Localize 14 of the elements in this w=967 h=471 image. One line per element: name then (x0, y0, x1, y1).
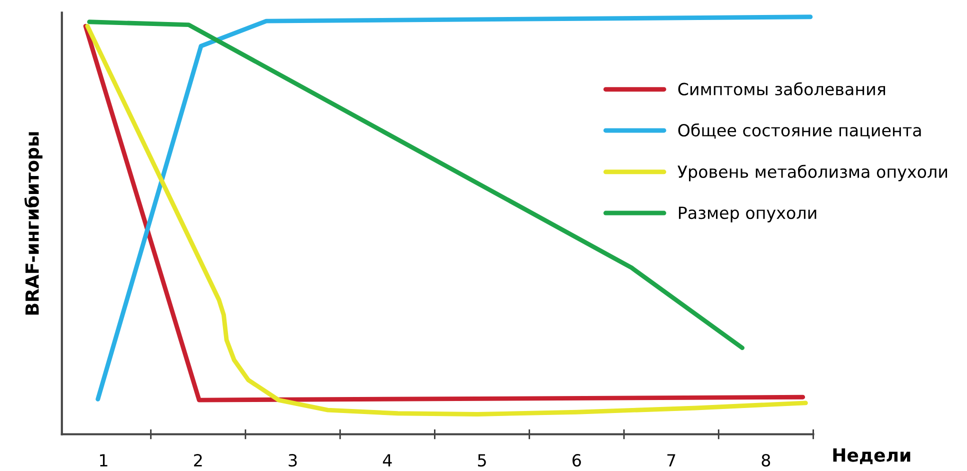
x-tick-label: 7 (667, 454, 676, 466)
y-axis-title: BRAF-ингибиторы (24, 132, 42, 315)
legend-label: Общее состояние пациента (678, 123, 921, 139)
x-axis-title: Недели (833, 448, 910, 464)
legend-label: Размер опухоли (678, 206, 816, 222)
x-tick-label: 6 (572, 454, 581, 467)
legend-label: Симптомы заболевания (678, 82, 886, 96)
x-tick-label: 1 (100, 454, 108, 466)
x-tick-label: 8 (762, 454, 770, 467)
x-tick-label: 2 (194, 454, 202, 466)
x-tick-label: 4 (382, 454, 392, 466)
legend-label: Уровень метаболизма опухоли (678, 164, 947, 182)
x-tick-label: 3 (288, 454, 297, 467)
x-tick-label: 5 (478, 454, 486, 467)
